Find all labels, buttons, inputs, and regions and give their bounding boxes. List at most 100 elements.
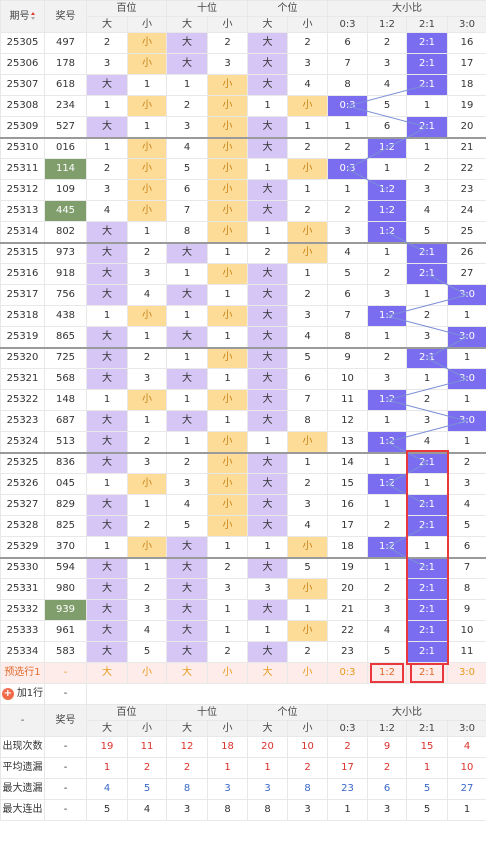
position-cell: 小 bbox=[287, 431, 328, 453]
table-row: 25323 687 大 1 大 1 大 8 12 1 3 3:0 bbox=[0, 410, 486, 432]
ratio-cell: 2:1 bbox=[406, 74, 448, 96]
ratio-cell: 3:0 bbox=[447, 410, 486, 432]
ratio-cell: 4 bbox=[367, 620, 407, 642]
ratio-cell: 1 bbox=[406, 284, 448, 306]
forecast-cell[interactable]: 小 bbox=[127, 662, 167, 684]
sub-r12: 1:2 bbox=[367, 16, 407, 33]
ratio-cell: 1 bbox=[367, 158, 407, 180]
ratio-cell: 2:1 bbox=[406, 263, 448, 285]
table-row: 25325 836 大 3 2 小大 1 14 1 2:1 2 bbox=[0, 451, 486, 474]
stat-value: 6 bbox=[367, 778, 407, 800]
prize-number-cell: 513 bbox=[44, 431, 87, 453]
footer-sub-xiao: 小 bbox=[207, 720, 248, 737]
position-cell: 大 bbox=[247, 515, 288, 537]
ratio-cell: 1 bbox=[367, 556, 407, 579]
position-cell: 4 bbox=[127, 284, 167, 306]
position-cell: 1 bbox=[247, 431, 288, 453]
ratio-cell: 1 bbox=[367, 451, 407, 474]
position-cell: 大 bbox=[247, 641, 288, 663]
position-cell: 2 bbox=[247, 241, 288, 264]
position-cell: 小 bbox=[207, 116, 248, 138]
position-cell: 大 bbox=[166, 641, 208, 663]
position-cell: 2 bbox=[127, 346, 167, 369]
footer-header: - 奖号 百位 十位 个位 大小比 bbox=[0, 704, 486, 737]
position-cell: 小 bbox=[207, 494, 248, 516]
forecast-cell[interactable]: 大 bbox=[86, 662, 128, 684]
position-cell: 3 bbox=[287, 53, 328, 75]
prize-number-cell: 114 bbox=[44, 158, 87, 180]
position-cell: 小 bbox=[207, 200, 248, 222]
forecast-cell[interactable]: 大 bbox=[166, 662, 208, 684]
stat-dash: - bbox=[44, 778, 87, 800]
table-row: 25314 802 大 1 8 小 1 小 3 1:2 5 25 bbox=[0, 221, 486, 243]
prize-number-cell: 725 bbox=[44, 346, 87, 369]
ratio-cell: 3:0 bbox=[447, 368, 486, 390]
ratio-cell: 2:1 bbox=[406, 599, 448, 621]
position-cell: 2 bbox=[207, 556, 248, 579]
prize-number-cell: 109 bbox=[44, 179, 87, 201]
ratio-cell: 1 bbox=[406, 473, 448, 495]
forecast-cell[interactable]: 小 bbox=[207, 662, 248, 684]
ratio-cell: 3 bbox=[327, 221, 368, 243]
position-cell: 大 bbox=[86, 451, 128, 474]
position-cell: 大 bbox=[86, 556, 128, 579]
position-cell: 1 bbox=[207, 410, 248, 432]
period-cell: 25331 bbox=[0, 578, 45, 600]
prize-number-cell: 583 bbox=[44, 641, 87, 663]
ratio-cell: 1 bbox=[367, 241, 407, 264]
period-cell: 25317 bbox=[0, 284, 45, 306]
forecast-cell[interactable]: 大 bbox=[247, 662, 288, 684]
footer-bai: 百位 bbox=[86, 704, 167, 721]
position-cell: 3 bbox=[166, 116, 208, 138]
position-cell: 7 bbox=[166, 200, 208, 222]
sub-r03: 0:3 bbox=[327, 16, 368, 33]
ratio-cell: 21 bbox=[447, 136, 486, 159]
prize-number-cell: 497 bbox=[44, 32, 87, 54]
prize-number-cell: 802 bbox=[44, 221, 87, 243]
stat-value: 1 bbox=[327, 799, 368, 821]
position-cell: 1 bbox=[207, 326, 248, 348]
position-cell: 1 bbox=[127, 221, 167, 243]
prize-number-cell: 980 bbox=[44, 578, 87, 600]
position-cell: 大 bbox=[247, 599, 288, 621]
forecast-cell[interactable]: 3:0 bbox=[447, 662, 486, 684]
stat-value: 3 bbox=[166, 799, 208, 821]
ratio-cell: 4 bbox=[327, 241, 368, 264]
ratio-cell: 1 bbox=[327, 179, 368, 201]
position-cell: 小 bbox=[207, 158, 248, 180]
position-cell: 大 bbox=[86, 368, 128, 390]
forecast-cell-selected[interactable]: 1:2 bbox=[367, 662, 407, 684]
table-row: 25311 114 2 小 5 小 1 小 0:3 1 2 22 bbox=[0, 158, 486, 180]
ratio-cell: 6 bbox=[327, 32, 368, 54]
ratio-cell: 2:1 bbox=[406, 515, 448, 537]
stat-row: 最大连出 -5 4 3 8 8 3 1 3 5 1 bbox=[0, 799, 486, 821]
position-cell: 小 bbox=[287, 620, 328, 642]
prize-number-cell: 973 bbox=[44, 241, 87, 264]
position-cell: 1 bbox=[127, 326, 167, 348]
position-cell: 2 bbox=[287, 473, 328, 495]
prize-number-cell: 836 bbox=[44, 451, 87, 474]
prize-number-cell: 527 bbox=[44, 116, 87, 138]
sub-r21: 2:1 bbox=[406, 16, 448, 33]
forecast-cell-selected[interactable]: 2:1 bbox=[406, 662, 448, 684]
sort-icon[interactable] bbox=[30, 12, 36, 20]
add-row-button[interactable]: + 加1行 bbox=[1, 688, 44, 700]
add-row-cell[interactable]: + 加1行 bbox=[0, 683, 45, 705]
forecast-row[interactable]: 预选行1 - 大 小 大 小 大 小 0:3 1:2 2:1 3:0 bbox=[0, 662, 486, 684]
ratio-cell: 1:2 bbox=[367, 431, 407, 453]
forecast-cell[interactable]: 小 bbox=[287, 662, 328, 684]
period-cell: 25313 bbox=[0, 200, 45, 222]
footer-dash: - bbox=[0, 704, 45, 737]
col-qihao-header[interactable]: 期号 bbox=[0, 0, 45, 33]
position-cell: 3 bbox=[287, 494, 328, 516]
ratio-cell: 9 bbox=[327, 346, 368, 369]
position-cell: 1 bbox=[287, 451, 328, 474]
period-cell: 25309 bbox=[0, 116, 45, 138]
period-cell: 25332 bbox=[0, 599, 45, 621]
ratio-cell: 2:1 bbox=[406, 53, 448, 75]
position-cell: 1 bbox=[207, 368, 248, 390]
sub-da: 大 bbox=[247, 16, 288, 33]
position-cell: 4 bbox=[166, 494, 208, 516]
forecast-cell[interactable]: 0:3 bbox=[327, 662, 368, 684]
prize-number-cell: 961 bbox=[44, 620, 87, 642]
